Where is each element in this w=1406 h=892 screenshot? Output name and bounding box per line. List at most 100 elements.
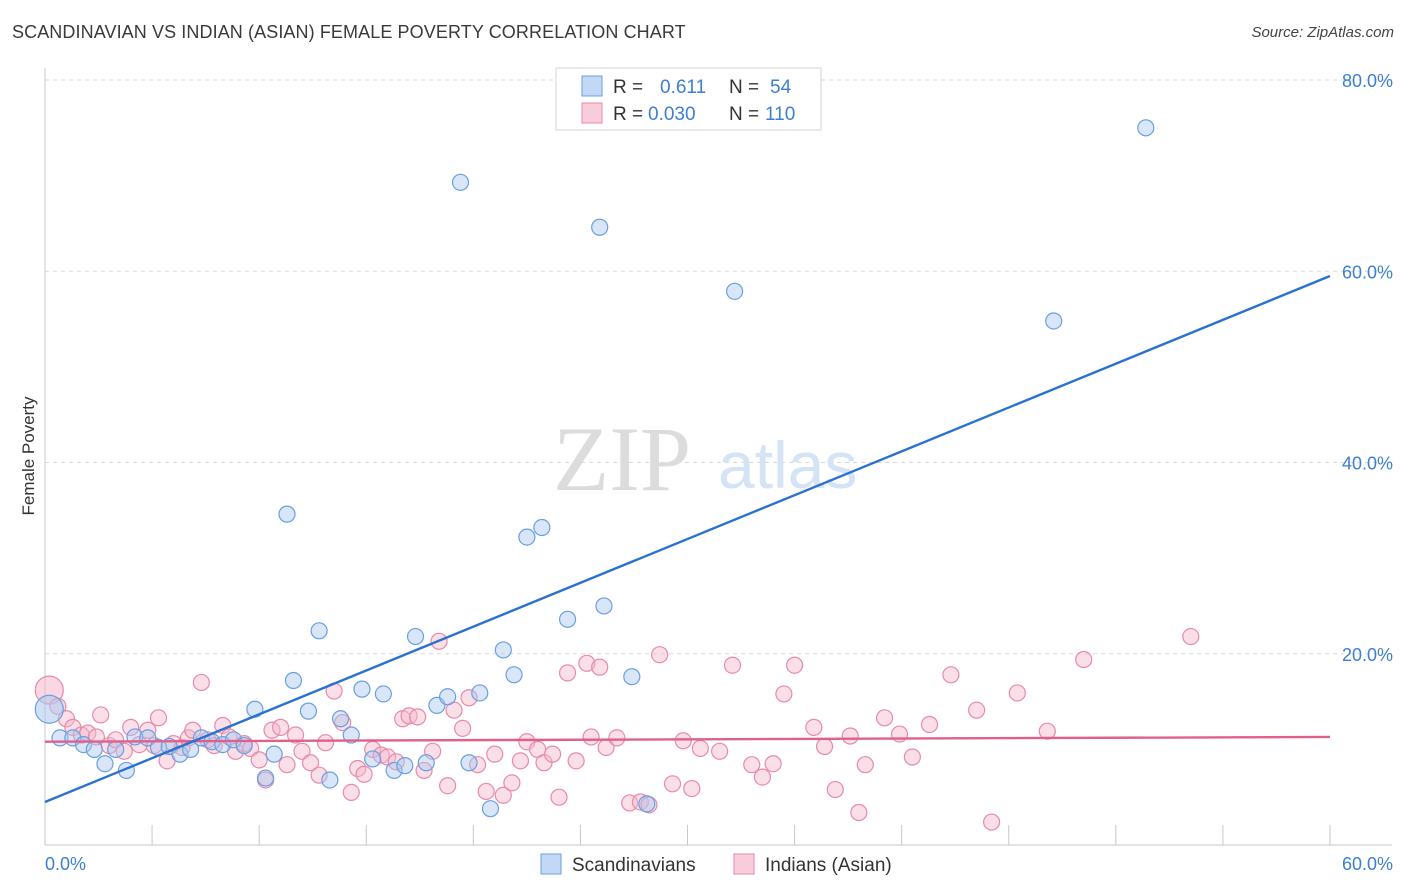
- data-point: [34, 694, 64, 724]
- data-point: [753, 768, 772, 786]
- data-point: [385, 761, 403, 780]
- data-point: [439, 777, 457, 795]
- y-tick-label: 80.0%: [1342, 71, 1393, 91]
- y-axis-label: Female Poverty: [19, 396, 38, 516]
- data-point: [533, 518, 551, 537]
- data-point: [406, 627, 425, 646]
- data-point: [638, 795, 656, 813]
- data-point: [477, 782, 495, 801]
- data-point: [805, 718, 823, 736]
- data-point: [558, 610, 577, 628]
- data-point: [591, 218, 609, 236]
- data-point: [942, 666, 960, 684]
- x-tick-marks: [44, 825, 1331, 845]
- data-point: [372, 746, 390, 764]
- data-point: [651, 646, 669, 664]
- data-point: [486, 745, 504, 763]
- watermark-atlas: atlas: [718, 428, 857, 502]
- data-point: [743, 756, 761, 774]
- data-point: [301, 754, 320, 772]
- data-point: [192, 673, 210, 692]
- data-point: [683, 779, 701, 798]
- legend-swatch-blue: [581, 75, 603, 97]
- data-point: [505, 666, 523, 684]
- data-point: [92, 706, 110, 724]
- legend-n-value-blue: 54: [770, 77, 792, 98]
- y-tick-label: 40.0%: [1342, 454, 1393, 474]
- legend-box: R = 0.611 N = 54 R = 0.030 N = 110: [555, 67, 822, 131]
- data-point: [608, 729, 626, 747]
- data-point: [364, 750, 382, 768]
- data-point: [582, 728, 600, 746]
- data-point: [293, 742, 311, 760]
- bottom-legend-swatch-pink: [733, 853, 755, 875]
- legend-n-label-pink: N =: [729, 104, 759, 125]
- trend-line-blue: [44, 274, 1331, 804]
- data-point: [815, 737, 834, 756]
- bottom-legend-label-pink: Indians (Asian): [765, 855, 892, 876]
- data-point: [471, 684, 489, 702]
- data-point: [256, 769, 275, 787]
- data-point: [1075, 650, 1093, 669]
- data-point: [460, 754, 478, 772]
- data-point: [286, 726, 305, 744]
- data-point: [968, 701, 986, 719]
- data-point: [481, 800, 500, 818]
- data-point: [775, 685, 793, 703]
- data-point: [503, 774, 521, 792]
- data-point: [518, 528, 536, 546]
- data-point: [543, 745, 562, 763]
- legend-r-label-blue: R =: [613, 77, 643, 98]
- data-point: [595, 597, 613, 615]
- data-point: [1038, 722, 1056, 740]
- data-point: [321, 771, 339, 789]
- data-point: [409, 708, 427, 726]
- data-point: [1137, 119, 1155, 137]
- data-point: [122, 718, 140, 736]
- watermark-zip: ZIP: [553, 408, 691, 510]
- data-point: [550, 788, 568, 806]
- data-point: [417, 754, 435, 772]
- data-point: [107, 740, 125, 758]
- data-point: [353, 680, 371, 698]
- data-point: [1182, 627, 1200, 646]
- data-point: [567, 752, 585, 770]
- x-tick-label-max: 60.0%: [1342, 854, 1393, 874]
- data-point: [342, 783, 360, 802]
- data-point: [454, 719, 472, 737]
- data-point: [875, 709, 894, 727]
- data-point: [374, 685, 392, 703]
- data-point: [460, 689, 478, 707]
- data-point: [983, 813, 1001, 831]
- data-point: [623, 668, 641, 686]
- x-tick-label-min: 0.0%: [45, 854, 86, 874]
- data-point: [856, 756, 874, 774]
- data-point: [451, 173, 470, 191]
- data-point: [726, 282, 744, 300]
- data-point: [1008, 684, 1026, 702]
- data-point: [349, 759, 367, 778]
- data-point: [591, 658, 609, 676]
- data-point: [355, 765, 373, 783]
- bottom-legend: Scandinavians Indians (Asian): [540, 853, 892, 876]
- data-point: [691, 739, 709, 758]
- data-point: [439, 688, 457, 706]
- data-point: [316, 734, 335, 752]
- data-point: [903, 748, 921, 766]
- data-point: [723, 656, 742, 674]
- pink-series: [34, 627, 1200, 831]
- data-point: [278, 756, 296, 774]
- bottom-legend-label-blue: Scandinavians: [572, 855, 696, 876]
- data-point: [850, 803, 868, 822]
- data-point: [85, 740, 103, 758]
- gridlines: [45, 79, 1392, 655]
- data-point: [265, 745, 283, 763]
- legend-r-value-blue: 0.611: [660, 77, 706, 98]
- data-point: [310, 766, 328, 784]
- data-point: [342, 726, 360, 744]
- bottom-legend-swatch-blue: [540, 853, 562, 875]
- legend-swatch-pink: [581, 102, 603, 124]
- data-point: [674, 732, 692, 750]
- y-tick-labels: 20.0% 40.0% 60.0% 80.0%: [1342, 71, 1393, 665]
